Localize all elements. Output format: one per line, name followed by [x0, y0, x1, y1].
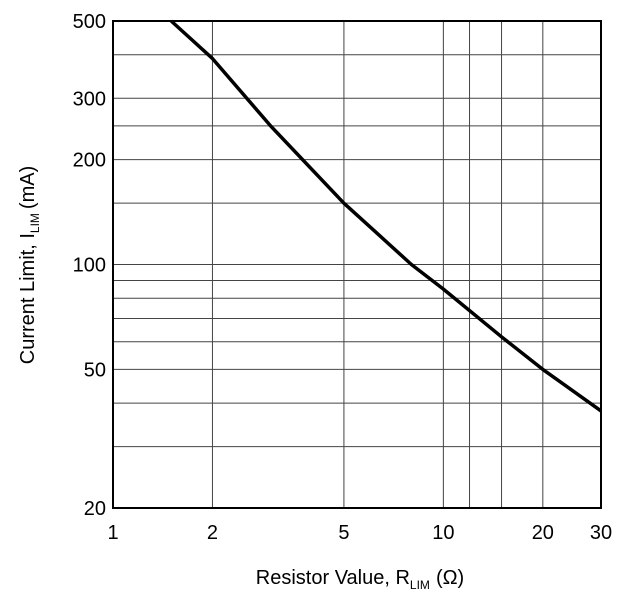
y-title-sub: LIM: [28, 213, 42, 233]
x-title-text: Resistor Value, R: [256, 567, 410, 589]
y-axis-title: Current Limit, ILIM (mA): [17, 166, 42, 365]
y-title-text: Current Limit, I: [17, 233, 39, 364]
x-tick-label: 20: [532, 522, 554, 544]
y-tick-label: 200: [73, 150, 106, 172]
x-tick-label: 5: [338, 522, 349, 544]
y-title-unit: (mA): [17, 166, 39, 209]
plot-frame: [112, 20, 602, 509]
y-tick-label: 500: [73, 11, 106, 33]
y-tick-label: 300: [73, 88, 106, 110]
x-title-unit: (Ω): [436, 567, 464, 589]
x-title-sub: LIM: [410, 578, 430, 592]
x-tick-label: 1: [107, 522, 118, 544]
x-tick-label: 2: [207, 522, 218, 544]
line: [170, 19, 603, 413]
y-tick-label: 20: [84, 498, 106, 520]
y-tick-label: 100: [73, 255, 106, 277]
x-axis-title: Resistor Value, RLIM (Ω): [256, 567, 464, 592]
x-tick-label: 10: [432, 522, 454, 544]
y-tick-label: 50: [84, 359, 106, 381]
x-tick-label: 30: [590, 522, 612, 544]
